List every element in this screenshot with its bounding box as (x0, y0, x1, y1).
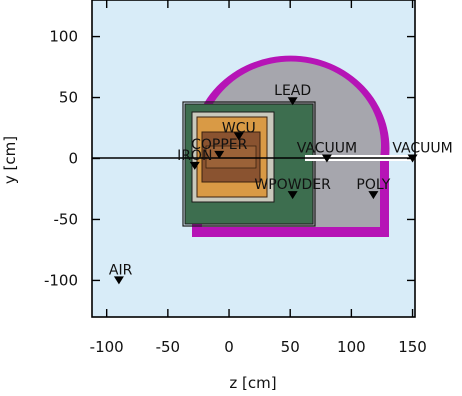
region-marker (214, 150, 225, 159)
x-tick-label: 50 (281, 338, 300, 356)
region-marker (321, 154, 332, 163)
outer-box-outline (182, 101, 316, 227)
x-tick-label: -100 (90, 338, 124, 356)
region-marker (233, 132, 244, 141)
region-label: POLY (356, 177, 390, 193)
region-label: VACUUM (297, 141, 357, 157)
region-label: AIR (109, 262, 133, 278)
x-tick-label: 100 (337, 338, 366, 356)
y-tick-label: 0 (68, 150, 78, 168)
region-marker (189, 161, 200, 170)
y-tick-label: 50 (59, 89, 78, 107)
region-marker (407, 154, 418, 163)
region-marker (113, 276, 124, 285)
x-tick-label: 150 (398, 338, 427, 356)
region-label: WCU (222, 121, 256, 137)
y-axis-label: y [cm] (1, 136, 19, 184)
region-label: IRON (177, 148, 212, 164)
region-label: COPPER (191, 137, 248, 153)
region-marker (287, 97, 298, 106)
region-label: WPOWDER (254, 177, 331, 193)
region-label: VACUUM (392, 141, 452, 157)
region-marker (287, 191, 298, 200)
y-tick-label: 100 (49, 28, 78, 46)
x-axis-ticks: -100 -50 0 50 100 150 (90, 0, 427, 356)
x-axis-label: z [cm] (229, 374, 276, 392)
region-marker (368, 191, 379, 200)
x-tick-label: -50 (156, 338, 181, 356)
x-tick-label: 0 (224, 338, 234, 356)
region-label: LEAD (274, 83, 311, 99)
y-tick-label: -100 (44, 271, 78, 289)
y-tick-label: -50 (54, 210, 79, 228)
y-axis-ticks: 100 50 0 -50 -100 (44, 28, 415, 289)
